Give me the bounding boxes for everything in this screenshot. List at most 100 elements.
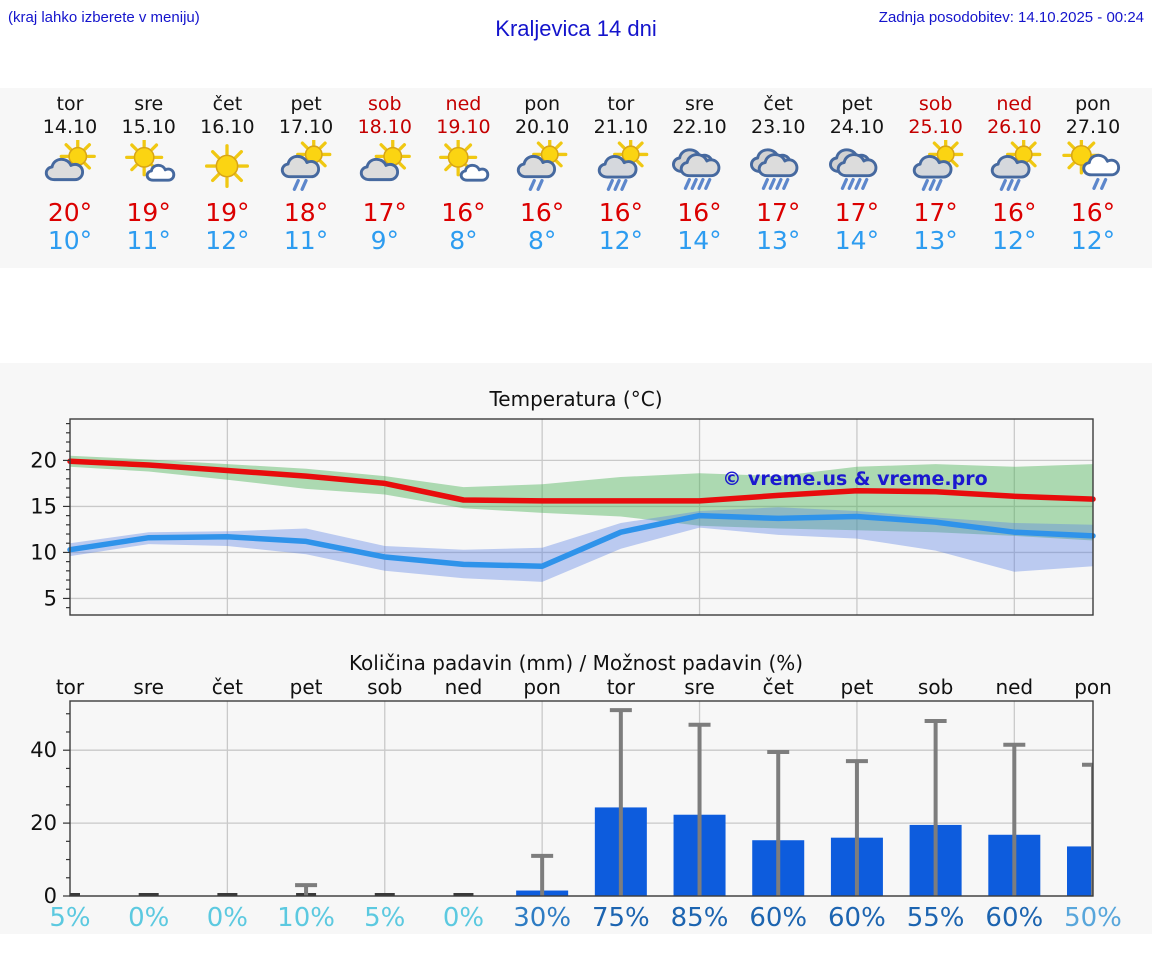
day-column: pon 20.10 16° 8° — [500, 88, 584, 254]
day-label: pet — [841, 675, 874, 699]
day-name: pon — [1075, 93, 1111, 115]
day-date: 21.10 — [593, 116, 649, 138]
probability-label: 10% — [277, 903, 335, 933]
temp-min: 10° — [47, 226, 93, 255]
sun-cloud-icon — [44, 138, 96, 182]
day-name: čet — [212, 93, 243, 115]
probability-label: 0% — [443, 903, 484, 933]
day-label: ned — [995, 675, 1033, 699]
temp-min: 14° — [834, 226, 880, 255]
y-tick-label: 20 — [30, 448, 57, 472]
day-column: sre 22.10 16° 14° — [658, 88, 742, 254]
temp-max: 16° — [1070, 198, 1116, 227]
day-name: tor — [56, 93, 84, 115]
whiskers-group — [295, 708, 1093, 896]
temp-min: 11° — [283, 226, 329, 255]
precip-zero-mark — [374, 893, 395, 896]
probability-label: 60% — [985, 903, 1043, 933]
sun-whitecloud-rain2-icon — [1062, 136, 1121, 190]
probability-label: 5% — [364, 903, 405, 933]
probability-label: 30% — [513, 903, 571, 933]
day-date: 24.10 — [829, 116, 885, 138]
probability-label: 5% — [49, 903, 90, 933]
temp-min: 12° — [205, 226, 250, 255]
day-column: tor 14.10 20° 10° — [28, 88, 112, 254]
day-icon-wrap — [196, 140, 258, 196]
temp-max: 18° — [283, 198, 329, 227]
day-date: 15.10 — [121, 116, 176, 138]
temperature-chart-title: Temperatura (°C) — [489, 387, 663, 411]
day-name: sob — [918, 93, 953, 115]
forecast-strip: tor 14.10 20° 10° sre 15.10 19° 11° čet 16.10 19° 1… — [0, 88, 1152, 268]
probability-label: 60% — [828, 903, 886, 933]
temp-min: 8° — [449, 226, 478, 255]
day-name: sre — [134, 93, 164, 115]
temp-max: 20° — [47, 198, 93, 227]
precipitation-chart-title: Količina padavin (mm) / Možnost padavin … — [348, 651, 804, 675]
header: (kraj lahko izberete v meniju) Kraljevic… — [0, 0, 1152, 88]
last-update: Zadnja posodobitev: 14.10.2025 - 00:24 — [878, 9, 1144, 26]
probability-label: 85% — [671, 903, 729, 933]
sun-cloud-rain2-icon — [280, 136, 332, 191]
day-label: pon — [1074, 675, 1112, 699]
min-temp-range-band — [70, 507, 1093, 582]
day-icon-wrap — [39, 138, 101, 196]
day-name: pet — [290, 93, 322, 115]
day-icon-wrap — [905, 136, 967, 196]
precipitation-chart: 0 20 40 tor sre čet pet sob ned pon tor sre čet pet so… — [30, 675, 1122, 933]
bottom-padding — [0, 934, 1152, 975]
temp-min: 12° — [1070, 226, 1116, 255]
day-date: 25.10 — [908, 116, 963, 138]
day-date: 26.10 — [987, 116, 1042, 138]
precip-zero-mark — [453, 893, 474, 896]
day-label: ned — [445, 675, 483, 699]
day-icon-wrap — [118, 138, 180, 196]
y-tick-label: 20 — [30, 811, 57, 835]
sun-cloud-icon — [359, 138, 411, 182]
sun-icon — [205, 144, 250, 189]
day-column: sre 15.10 19° 11° — [107, 88, 191, 254]
spacer — [0, 268, 1152, 363]
bars-group — [70, 807, 1093, 896]
y-tick-label: 0 — [44, 884, 57, 908]
day-name: ned — [996, 93, 1033, 115]
day-date: 23.10 — [751, 116, 806, 138]
sun-small-cloud-icon — [439, 138, 490, 182]
sun-cloud-rain3-icon — [597, 136, 649, 191]
temperature-chart-figure: Temperatura (°C) 5 10 15 20 © vreme.us & vre… — [0, 363, 1152, 645]
clouds-rain4-icon — [750, 148, 799, 190]
temp-min: 11° — [126, 226, 171, 255]
day-column: sob 25.10 17° 13° — [894, 88, 978, 254]
day-icon-wrap — [511, 136, 573, 196]
day-label: sre — [684, 675, 715, 699]
day-name: čet — [763, 93, 794, 115]
temp-min: 12° — [992, 226, 1037, 255]
day-label: čet — [763, 675, 794, 699]
day-label: pet — [290, 675, 323, 699]
day-icon-wrap — [590, 136, 652, 196]
day-date: 19.10 — [436, 116, 491, 138]
temp-max: 17° — [756, 198, 801, 227]
day-name: pet — [841, 93, 873, 115]
precip-zero-mark — [138, 893, 159, 896]
day-date: 27.10 — [1065, 116, 1121, 138]
plot-border — [69, 700, 1094, 897]
precip-zero-mark — [217, 893, 238, 896]
probability-label: 60% — [749, 903, 807, 933]
max-temp-line — [67, 458, 1096, 504]
clouds-rain4-icon — [671, 148, 720, 190]
probability-label: 0% — [128, 903, 169, 933]
day-column: pet 17.10 18° 11° — [264, 88, 348, 254]
page-title: Kraljevica 14 dni — [495, 16, 657, 41]
temp-max: 16° — [992, 198, 1037, 227]
day-date: 20.10 — [514, 116, 570, 138]
sun-cloud-rain3-icon — [991, 136, 1042, 191]
probability-label: 75% — [592, 903, 650, 933]
precip-zero-mark — [70, 893, 80, 896]
temp-max: 16° — [519, 198, 565, 227]
day-column: čet 23.10 17° 13° — [736, 88, 820, 254]
day-name: ned — [445, 93, 482, 115]
sun-cloud-rain2-icon — [516, 136, 568, 191]
temp-max: 16° — [598, 198, 643, 227]
day-date: 14.10 — [42, 116, 98, 138]
